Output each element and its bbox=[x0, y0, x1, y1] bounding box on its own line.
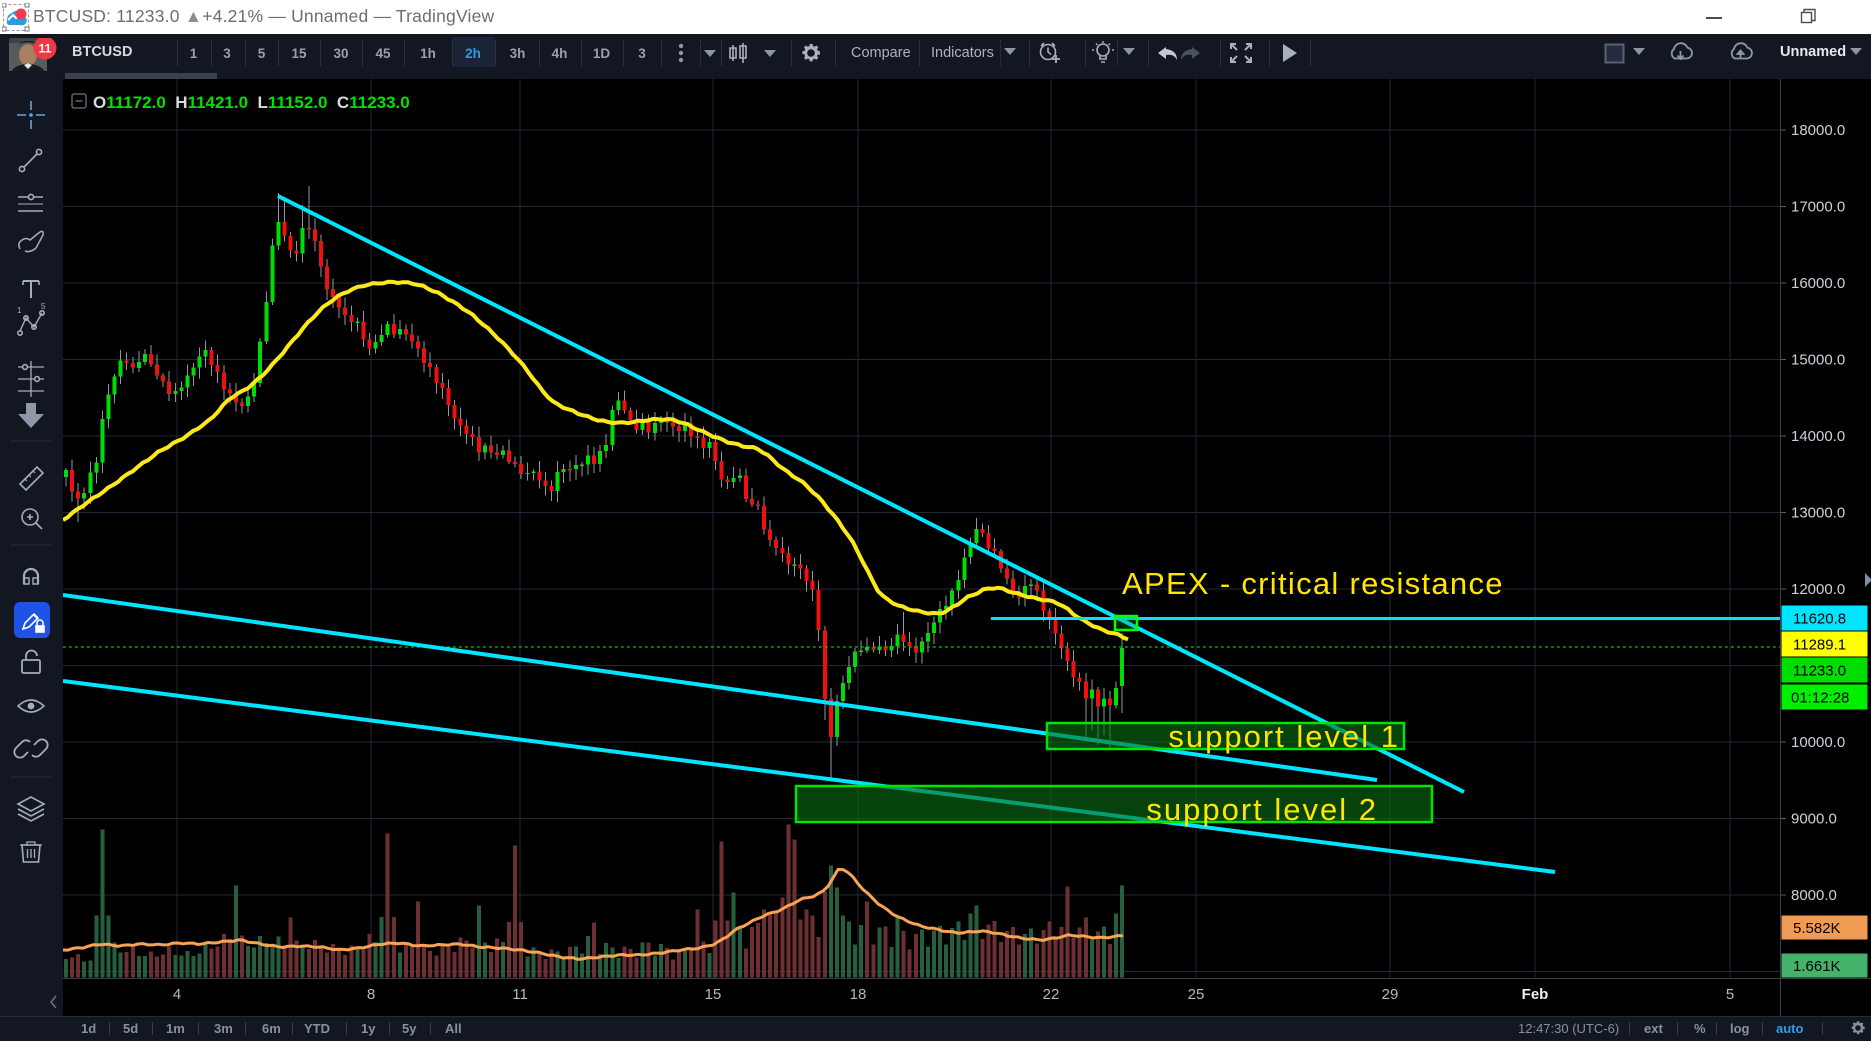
svg-text:9000.0: 9000.0 bbox=[1791, 811, 1837, 828]
svg-text:O11172.0 H11421.0 L11152.0: O11172.0 H11421.0 L11152.0 C11233.0 bbox=[93, 93, 410, 112]
svg-text:8000.0: 8000.0 bbox=[1791, 887, 1837, 904]
svg-text:10000.0: 10000.0 bbox=[1791, 734, 1845, 751]
svg-text:1.661K: 1.661K bbox=[1793, 958, 1841, 975]
svg-text:APEX - critical resistance: APEX - critical resistance bbox=[1122, 566, 1504, 601]
svg-text:11: 11 bbox=[39, 42, 52, 56]
svg-text:16000.0: 16000.0 bbox=[1791, 275, 1845, 292]
svg-text:14000.0: 14000.0 bbox=[1791, 428, 1845, 445]
svg-text:12000.0: 12000.0 bbox=[1791, 581, 1845, 598]
svg-text:5: 5 bbox=[41, 302, 46, 311]
svg-text:15000.0: 15000.0 bbox=[1791, 352, 1845, 369]
svg-text:1: 1 bbox=[17, 306, 22, 315]
svg-text:support level 2: support level 2 bbox=[1146, 792, 1378, 827]
svg-text:01:12:28: 01:12:28 bbox=[1791, 690, 1849, 707]
svg-text:13000.0: 13000.0 bbox=[1791, 505, 1845, 522]
svg-text:11233.0: 11233.0 bbox=[1793, 663, 1846, 680]
svg-text:11620.8: 11620.8 bbox=[1793, 611, 1846, 628]
svg-text:5.582K: 5.582K bbox=[1793, 920, 1841, 937]
svg-text:support level 1: support level 1 bbox=[1168, 719, 1400, 754]
svg-text:18000.0: 18000.0 bbox=[1791, 122, 1845, 139]
svg-text:11289.1: 11289.1 bbox=[1793, 637, 1846, 654]
svg-text:17000.0: 17000.0 bbox=[1791, 199, 1845, 216]
